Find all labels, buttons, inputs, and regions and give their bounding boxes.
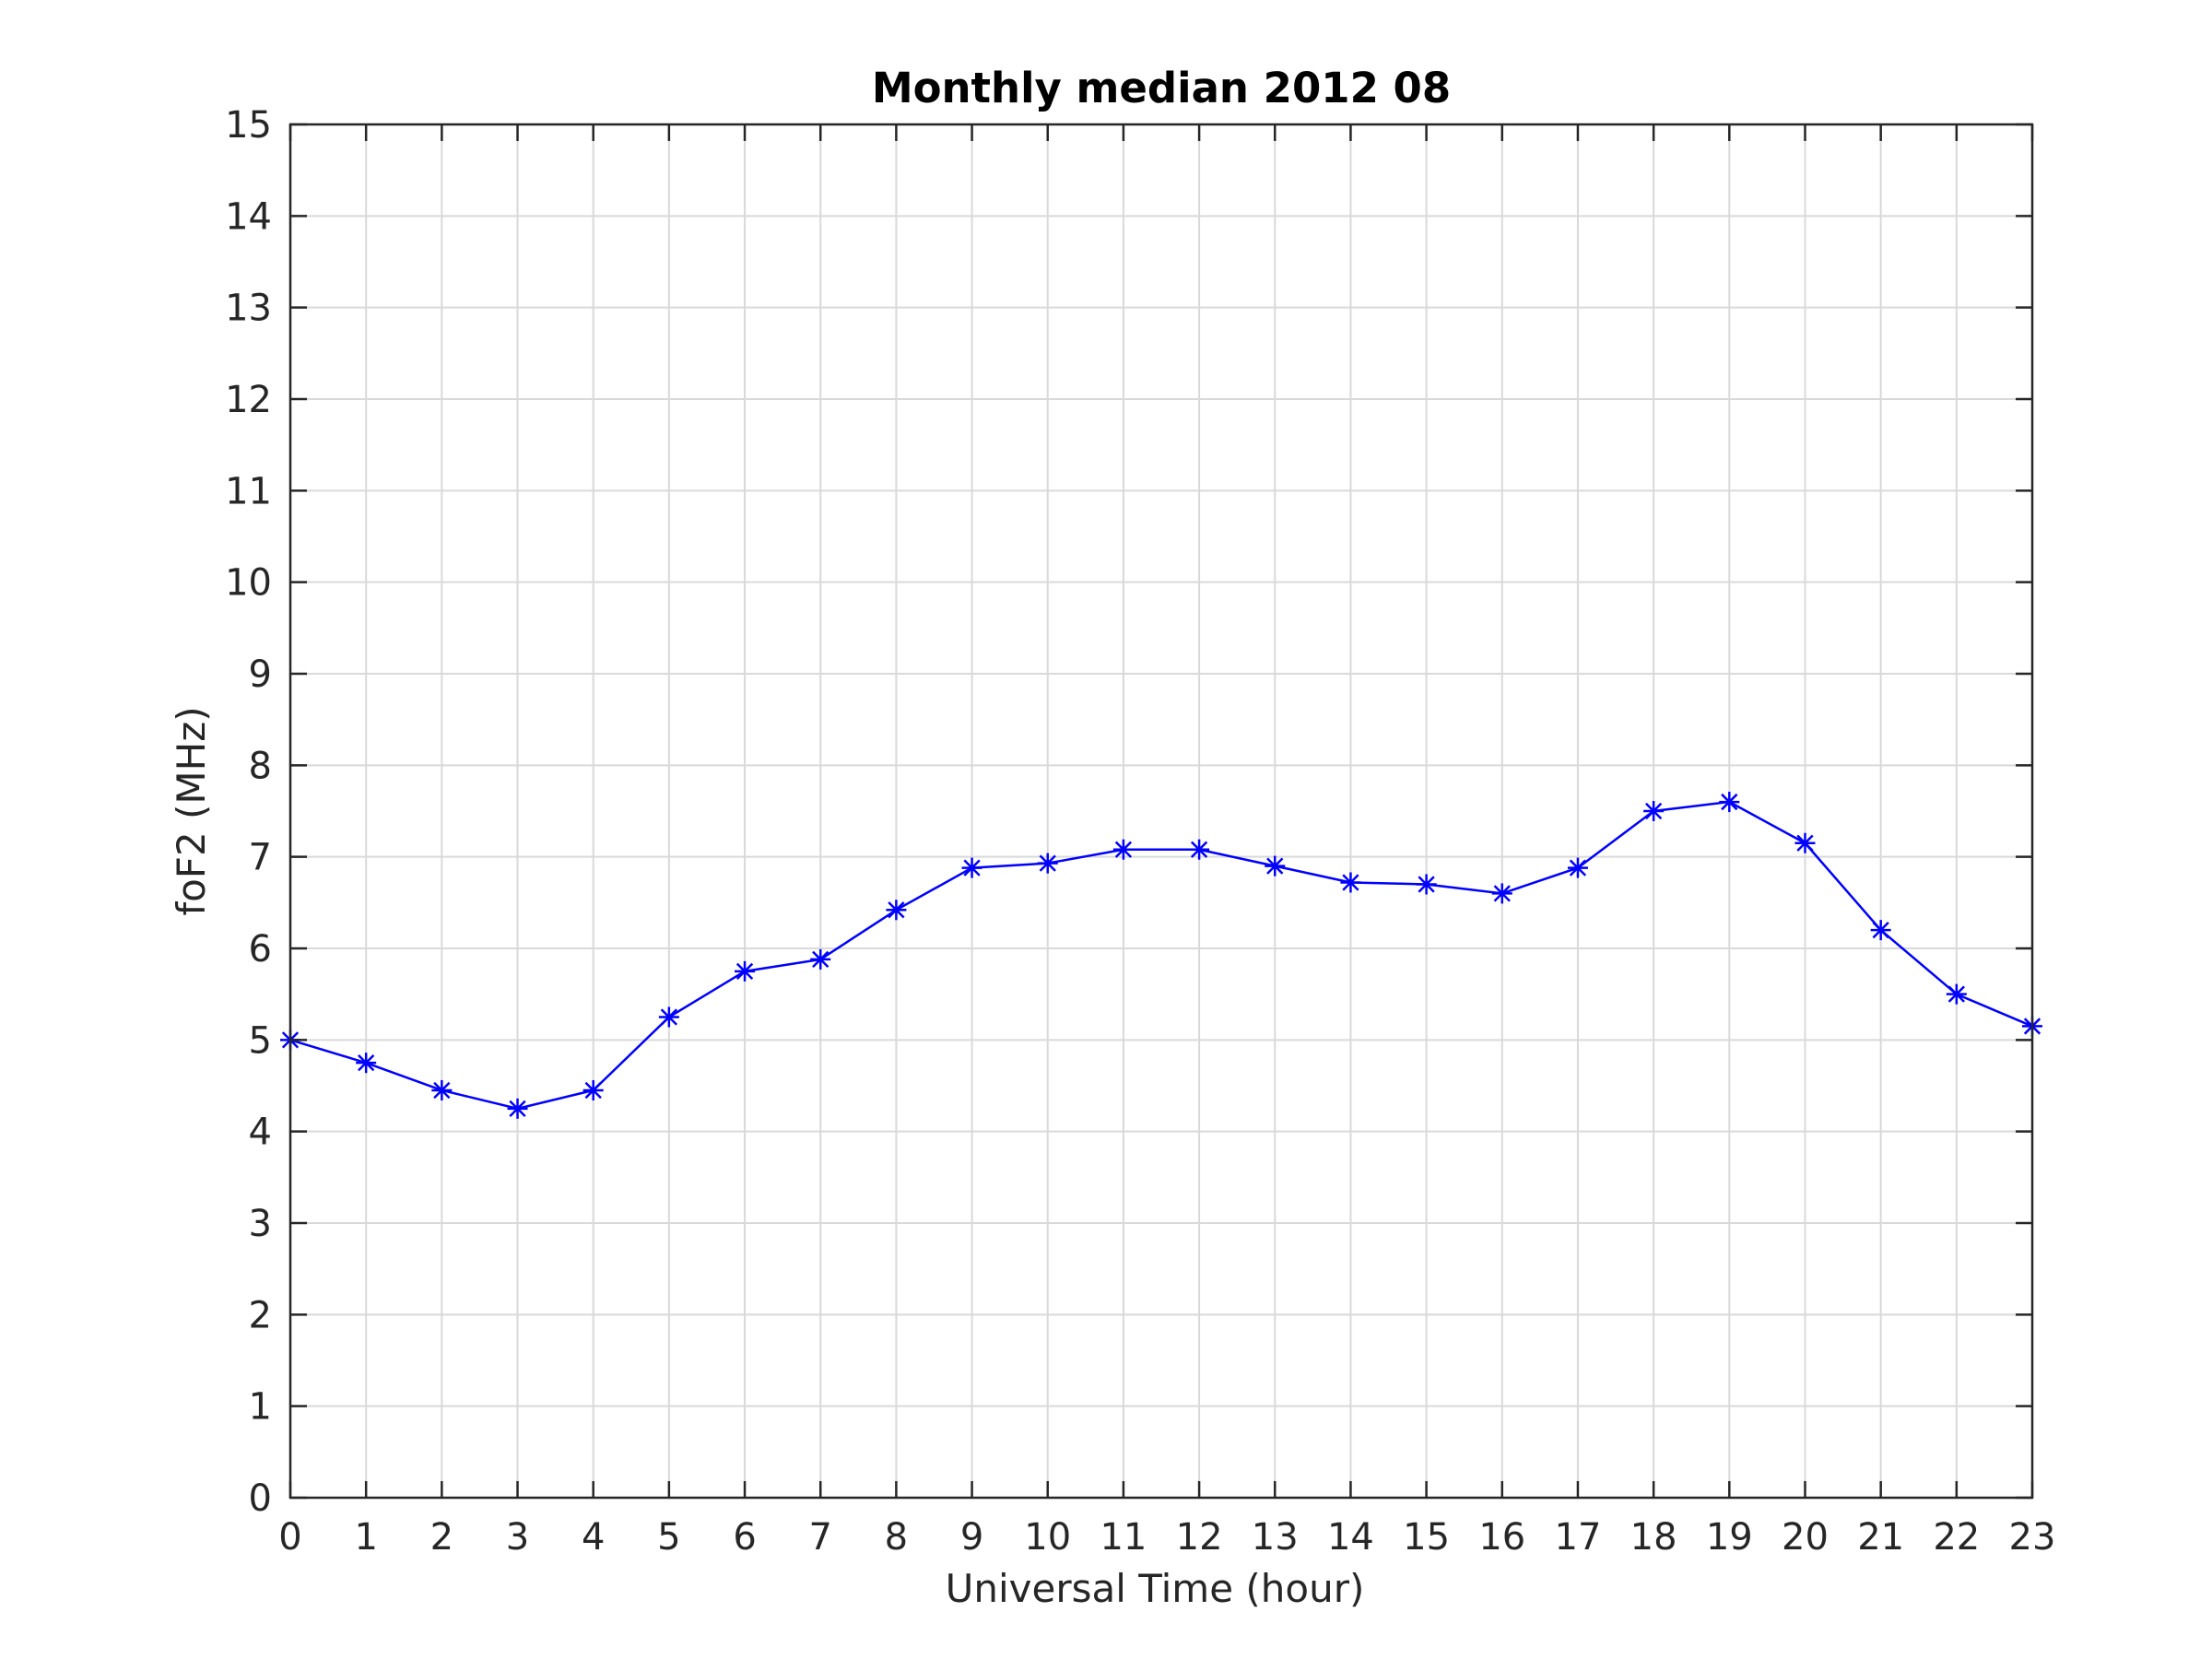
y-tick-label: 6 (249, 928, 272, 971)
data-point-marker (431, 1079, 453, 1100)
marker-stroke (963, 859, 981, 877)
marker-stroke (1721, 793, 1738, 811)
x-tick-label: 3 (506, 1516, 529, 1559)
x-tick-label: 15 (1403, 1516, 1450, 1559)
marker-stroke (735, 962, 754, 980)
x-tick-label: 0 (278, 1516, 301, 1559)
chart-title: Monthly median 2012 08 (872, 64, 1451, 112)
x-tick-label: 9 (960, 1516, 983, 1559)
data-point-marker (1189, 839, 1210, 860)
y-tick-label: 13 (225, 288, 272, 330)
data-point-marker (961, 857, 982, 878)
data-point-marker (1567, 857, 1588, 878)
x-tick-label: 8 (885, 1516, 908, 1559)
y-axis-label: foF2 (MHz) (169, 706, 214, 915)
marker-stroke (433, 1081, 451, 1100)
marker-stroke (812, 950, 830, 969)
y-tick-label: 5 (249, 1019, 272, 1062)
y-tick-label: 1 (249, 1386, 272, 1429)
marker-stroke (1266, 857, 1284, 875)
x-tick-label: 6 (733, 1516, 756, 1559)
marker-stroke (1569, 859, 1587, 877)
data-point-marker (1946, 983, 1967, 1005)
x-tick-label: 12 (1176, 1516, 1223, 1559)
marker-stroke (584, 1081, 602, 1100)
y-tick-label: 12 (225, 379, 272, 421)
y-tick-label: 9 (249, 653, 272, 696)
marker-stroke (1644, 802, 1663, 820)
marker-stroke (358, 1054, 375, 1072)
data-point-marker (1870, 920, 1891, 941)
marker-stroke (1796, 834, 1814, 852)
data-point-marker (658, 1006, 679, 1028)
grid (289, 124, 2033, 1499)
x-tick-label: 18 (1630, 1516, 1677, 1559)
data-point-marker (1265, 855, 1286, 877)
data-point-marker (1643, 801, 1665, 821)
x-tick-label: 4 (582, 1516, 605, 1559)
y-tick-label: 3 (249, 1203, 272, 1245)
x-tick-label: 17 (1555, 1516, 1602, 1559)
data-point-marker (1112, 839, 1134, 860)
data-point-marker (1491, 883, 1512, 904)
data-point-marker (1794, 832, 1816, 853)
x-tick-labels: 0 1 2 3 4 5 6 7 8 9 10 11 12 13 14 15 16 17 18 19 20 21 22 23 (278, 1516, 2055, 1559)
y-tick-label: 2 (249, 1294, 272, 1336)
x-tick-label: 11 (1100, 1516, 1147, 1559)
marker-stroke (660, 1008, 678, 1026)
data-point-marker (507, 1098, 528, 1119)
y-tick-label: 4 (249, 1112, 272, 1154)
marker-stroke (1418, 876, 1435, 893)
data-point-marker (886, 900, 907, 921)
marker-stroke (888, 901, 905, 919)
x-tick-label: 13 (1252, 1516, 1299, 1559)
x-tick-label: 14 (1327, 1516, 1374, 1559)
x-tick-label: 20 (1782, 1516, 1829, 1559)
y-tick-label: 7 (249, 837, 272, 879)
data-point-marker (1340, 872, 1361, 893)
x-tick-label: 1 (354, 1516, 377, 1559)
x-tick-label: 19 (1706, 1516, 1753, 1559)
y-tick-label: 14 (225, 195, 272, 238)
data-point-marker (1719, 792, 1740, 813)
x-axis-label: Universal Time (hour) (946, 1566, 1365, 1611)
x-tick-label: 2 (430, 1516, 453, 1559)
x-tick-label: 22 (1933, 1516, 1980, 1559)
x-tick-label: 10 (1024, 1516, 1071, 1559)
y-tick-label: 15 (225, 104, 272, 147)
series-line (289, 800, 2033, 1111)
x-tick-label: 5 (657, 1516, 680, 1559)
marker-stroke (1947, 985, 1965, 1003)
data-point-marker (735, 960, 756, 982)
data-point-marker (1037, 853, 1058, 874)
data-point-marker (810, 948, 831, 970)
x-tick-label: 23 (2009, 1516, 2056, 1559)
marker-stroke (1190, 841, 1208, 858)
x-tick-label: 21 (1857, 1516, 1904, 1559)
x-tick-label: 7 (808, 1516, 831, 1559)
axis-ticks (288, 123, 2034, 1500)
y-tick-label: 8 (249, 745, 272, 787)
y-tick-label: 0 (249, 1477, 272, 1520)
data-point-marker (356, 1053, 377, 1074)
marker-stroke (1872, 921, 1889, 939)
y-tick-label: 10 (225, 562, 272, 605)
data-point-marker (582, 1079, 604, 1100)
data-point-marker (1416, 874, 1437, 895)
marker-stroke (1342, 874, 1359, 891)
x-tick-label: 16 (1478, 1516, 1525, 1559)
marker-stroke (1114, 841, 1133, 858)
y-tick-label: 11 (225, 470, 272, 512)
plot-area-frame (288, 123, 2034, 1500)
marker-stroke (509, 1100, 526, 1117)
marker-stroke (1039, 854, 1056, 872)
marker-stroke (1493, 885, 1511, 902)
